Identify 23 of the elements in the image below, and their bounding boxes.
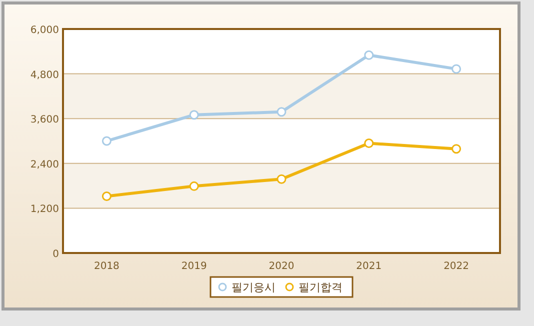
x-tick-label: 2018 — [94, 261, 120, 272]
legend-label: 필기응시 — [232, 281, 276, 294]
point — [102, 192, 112, 202]
x-tick-label: 2022 — [444, 261, 470, 272]
point — [189, 181, 199, 191]
x-tick-label: 2019 — [181, 261, 207, 272]
legend-label: 필기합격 — [298, 281, 342, 294]
point — [276, 174, 286, 184]
point — [452, 144, 462, 154]
y-tick-label: 2,400 — [30, 159, 59, 170]
point — [364, 138, 374, 148]
point — [276, 107, 286, 117]
y-tick-label: 3,600 — [30, 114, 59, 126]
x-tick-label: 2020 — [268, 261, 294, 272]
x-tick-label: 2021 — [356, 261, 382, 272]
point — [189, 110, 199, 120]
y-tick-label: 1,200 — [30, 204, 59, 216]
point — [364, 50, 374, 60]
y-tick-label: 0 — [52, 249, 59, 260]
point — [102, 136, 112, 146]
y-tick-label: 4,800 — [30, 70, 59, 81]
point — [452, 64, 462, 74]
y-tick-label: 6,000 — [30, 25, 59, 36]
